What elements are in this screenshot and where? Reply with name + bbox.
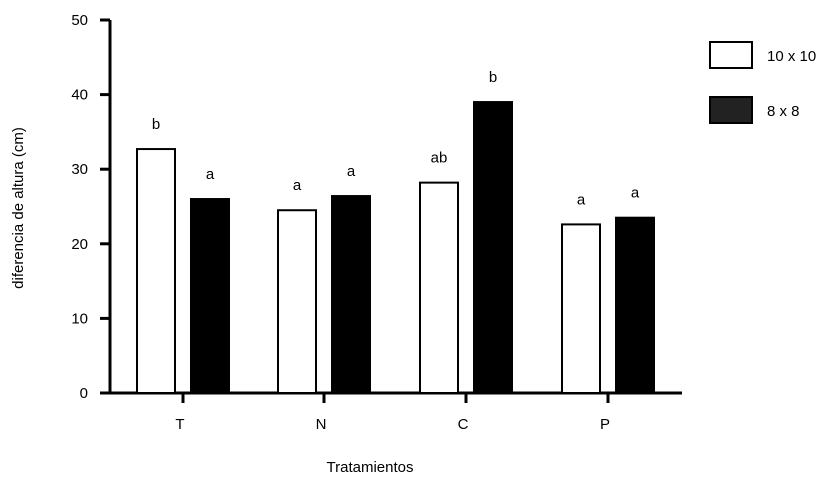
bar	[331, 195, 371, 394]
x-tick-label: T	[175, 416, 184, 433]
bar-significance-label: b	[152, 116, 160, 133]
legend-swatch	[709, 96, 753, 124]
legend-label: 8 x 8	[767, 103, 800, 120]
x-axis-title: Tratamientos	[327, 459, 414, 476]
y-tick-label: 50	[71, 12, 88, 29]
bar	[136, 148, 176, 394]
bar-significance-label: ab	[431, 150, 448, 167]
bar-significance-label: b	[489, 69, 497, 86]
legend-swatch	[709, 41, 753, 69]
x-tick-label: P	[600, 416, 610, 433]
bar-significance-label: a	[293, 177, 302, 194]
bar	[615, 216, 655, 394]
bar	[473, 101, 513, 394]
y-axis-title: diferencia de altura (cm)	[10, 127, 27, 289]
bar-significance-label: a	[347, 163, 356, 180]
y-tick-label: 40	[71, 87, 88, 104]
bar	[419, 181, 459, 394]
y-tick-label: 30	[71, 161, 88, 178]
y-tick-label: 0	[80, 385, 88, 402]
bars	[136, 101, 655, 394]
bar-significance-label: a	[206, 166, 215, 183]
legend-label: 10 x 10	[767, 48, 816, 65]
bar-significance-label: a	[631, 185, 640, 202]
y-tick-label: 10	[71, 310, 88, 327]
x-tick-label: N	[316, 416, 327, 433]
legend: 10 x 10 8 x 8	[709, 41, 816, 124]
y-tick-label: 20	[71, 236, 88, 253]
bar	[277, 209, 317, 394]
bar	[561, 223, 601, 394]
bar-significance-label: a	[577, 191, 586, 208]
bar	[190, 198, 230, 394]
x-tick-label: C	[458, 416, 469, 433]
